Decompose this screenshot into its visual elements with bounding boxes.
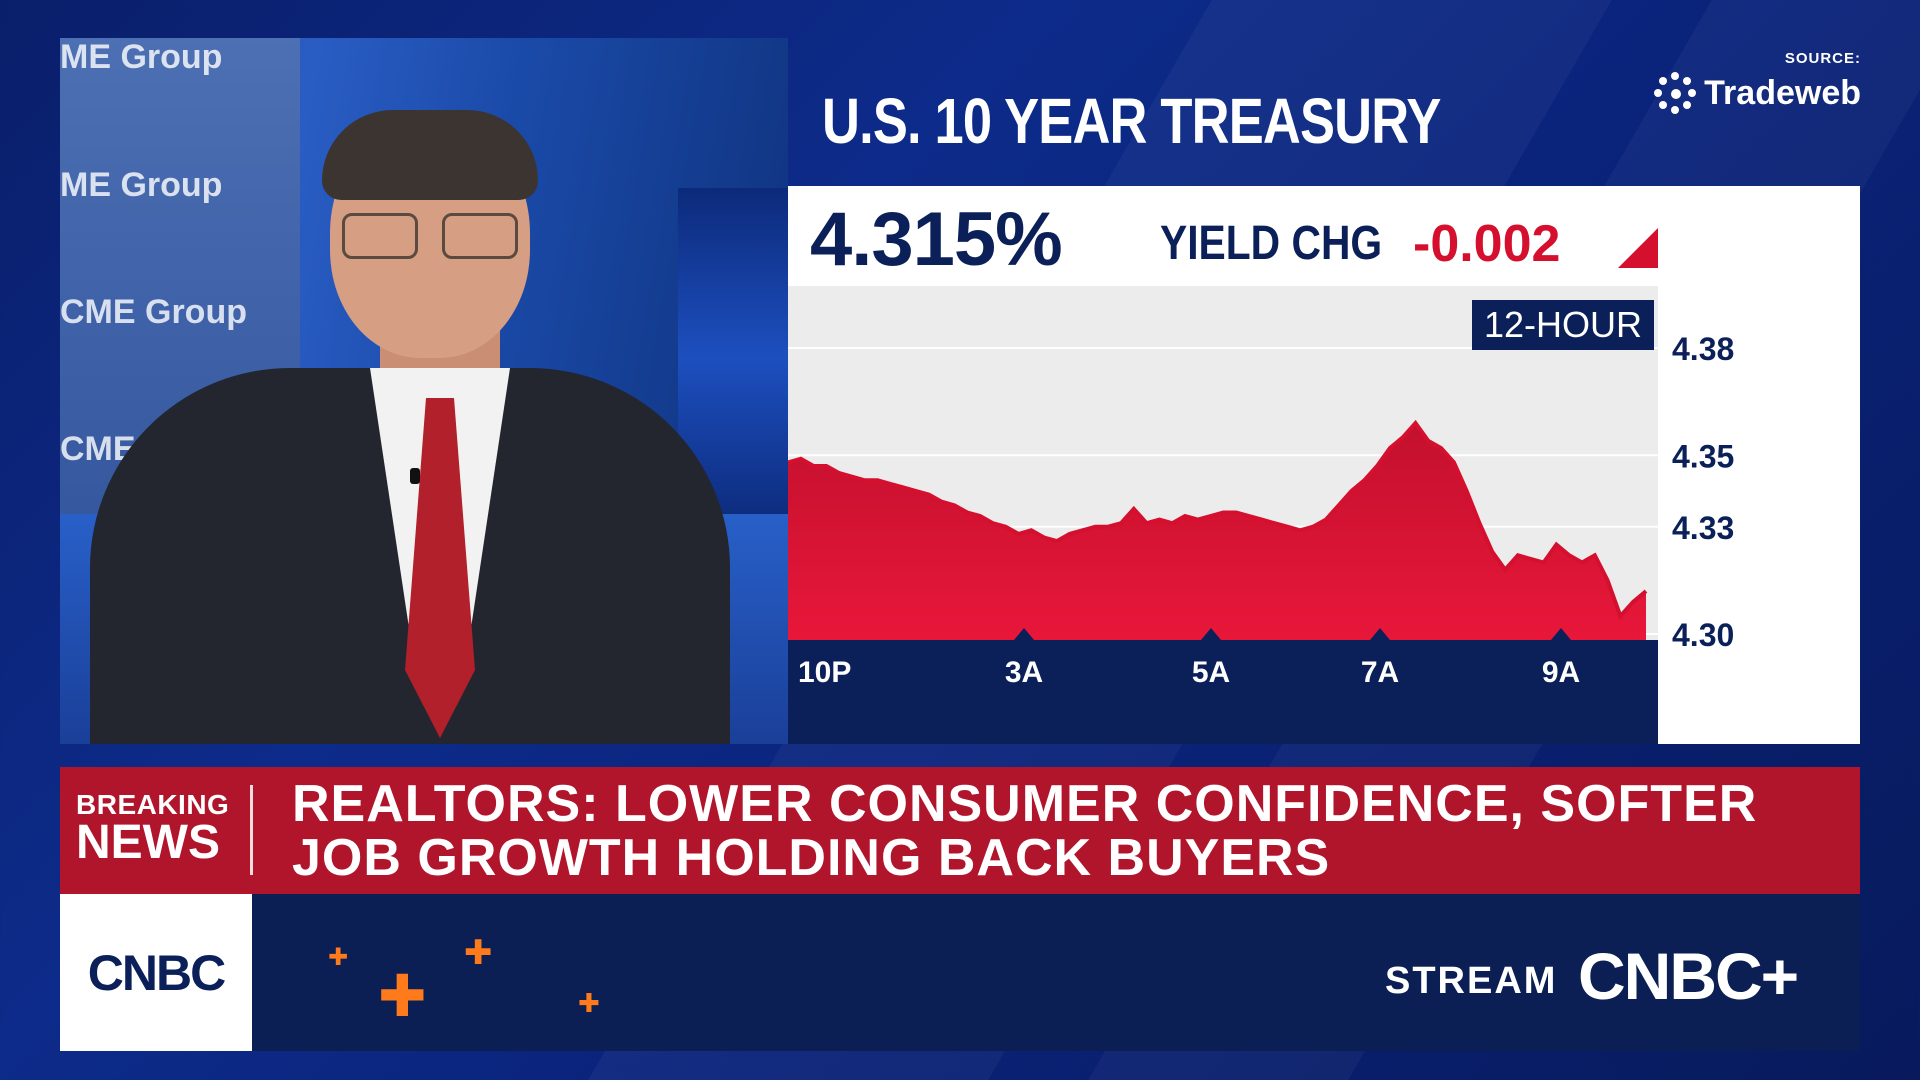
lapel-mic-icon <box>410 468 420 484</box>
x-tick-label: 9A <box>1542 656 1580 689</box>
wall-logo-text: ME Group <box>60 166 223 204</box>
x-tick-label: 10P <box>798 656 851 689</box>
x-tick-label: 7A <box>1361 656 1399 689</box>
anchor-video-feed: ME Group ME Group CME Group CME G CM <box>60 38 788 744</box>
chart-title: U.S. 10 YEAR TREASURY <box>822 85 1441 157</box>
cnbc-plus-logo: CNBC+ <box>1578 939 1799 1013</box>
series-area <box>788 423 1646 640</box>
plus-decoration-icon: ✚ <box>328 944 349 971</box>
x-tick-label: 5A <box>1192 656 1230 689</box>
y-tick-label: 4.35 <box>1672 438 1734 474</box>
down-arrow-icon <box>1618 228 1658 268</box>
anchor-hair <box>322 110 538 200</box>
cnbc-logo: CNBC <box>87 944 226 1001</box>
chart-svg: 10P 3A 5A 7A 9A <box>788 347 1658 744</box>
y-tick-label: 4.30 <box>1672 617 1734 653</box>
news-label: NEWS <box>76 816 220 869</box>
y-axis-svg: 4.38 4.35 4.33 4.30 <box>1672 331 1734 653</box>
wall-logo-text: CME Group <box>60 293 247 331</box>
bottom-bar: CNBC ✚ ✚ ✚ ✚ STREAM CNBC+ <box>60 894 1860 1051</box>
yield-change-value: -0.002 <box>1413 215 1561 273</box>
source-brand: Tradeweb <box>1654 72 1861 114</box>
anchor-glasses <box>342 213 518 259</box>
breaking-news-banner: BREAKING NEWS REALTORS: LOWER CONSUMER C… <box>60 767 1860 894</box>
yield-chart: 10P 3A 5A 7A 9A 4.38 4.35 4.33 4.30 12-HOUR <box>788 286 1860 744</box>
x-tick-marker <box>1201 628 1221 640</box>
banner-divider <box>250 785 253 875</box>
wall-logo-text: ME Group <box>60 38 223 76</box>
stream-label: STREAM <box>1385 960 1558 1002</box>
period-badge: 12-HOUR <box>1472 300 1655 350</box>
y-tick-label: 4.38 <box>1672 331 1734 367</box>
headline-text: REALTORS: LOWER CONSUMER CONFIDENCE, SOF… <box>292 775 1758 887</box>
breaking-news-label: BREAKING NEWS <box>76 791 229 867</box>
x-tick-marker <box>1370 628 1390 640</box>
plus-decoration-icon: ✚ <box>464 934 493 972</box>
source-label: SOURCE: <box>1784 50 1861 67</box>
x-tick-label: 3A <box>1005 656 1043 689</box>
yield-change-label: YIELD CHG <box>1160 217 1383 270</box>
plus-decoration-icon: ✚ <box>578 988 600 1018</box>
y-tick-label: 4.33 <box>1672 510 1734 546</box>
quote-strip: 4.315% YIELD CHG -0.002 <box>788 186 1860 286</box>
yield-price: 4.315% <box>810 197 1063 282</box>
x-tick-marker <box>1551 628 1571 640</box>
y-axis-panel: 4.38 4.35 4.33 4.30 <box>1658 286 1860 744</box>
network-logo-box: CNBC <box>60 894 252 1051</box>
plus-decoration-icon: ✚ <box>378 964 427 1029</box>
x-axis-band <box>788 640 1658 744</box>
source-name: Tradeweb <box>1704 73 1861 112</box>
tradeweb-logo-icon <box>1654 72 1697 114</box>
series-line <box>788 419 1648 620</box>
x-tick-marker <box>1014 628 1034 640</box>
breaking-label: BREAKING <box>76 789 230 820</box>
